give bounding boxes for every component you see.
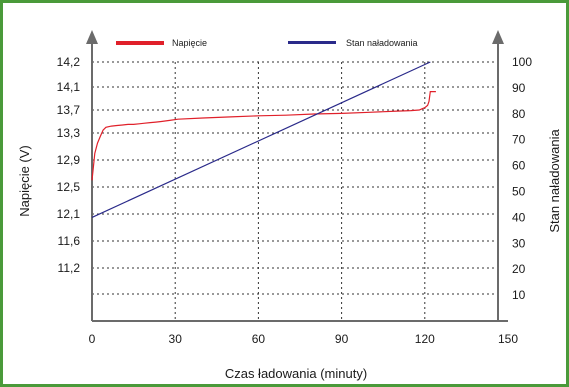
x-tick-label: 120 <box>415 332 435 346</box>
axes <box>86 30 508 322</box>
y-left-tick-label: 13,7 <box>57 103 81 117</box>
legend: Napięcie Stan naładowania <box>116 38 418 48</box>
y-right-tick-label: 100 <box>512 55 532 69</box>
y-left-tick-label: 12,5 <box>57 180 81 194</box>
legend-swatch-stan-naladowania <box>288 41 336 44</box>
legend-label-napiecie: Napięcie <box>172 38 207 48</box>
y-left-tick-label: 11,6 <box>58 234 81 248</box>
y-axis-left-arrow <box>86 30 98 44</box>
y-right-tick-label: 80 <box>512 107 526 121</box>
y-axis-title-right: Stan naładowania <box>547 129 562 233</box>
y-axis-right-arrow <box>492 30 504 44</box>
y-right-tick-label: 20 <box>512 262 526 276</box>
y-right-tick-label: 10 <box>512 288 526 302</box>
y-left-tick-label: 14,1 <box>57 80 81 94</box>
tick-labels: 0 30 60 90 120 150 11,2 11,6 12,1 12,5 12,9 13,3 13,… <box>57 55 533 346</box>
x-tick-label: 30 <box>169 332 183 346</box>
y-left-tick-label: 13,3 <box>57 126 81 140</box>
grid-lines <box>92 61 498 321</box>
y-right-tick-label: 50 <box>512 185 526 199</box>
x-tick-label: 0 <box>89 332 96 346</box>
y-left-tick-label: 12,9 <box>57 153 81 167</box>
legend-swatch-napiecie <box>116 41 164 45</box>
x-tick-label: 60 <box>252 332 266 346</box>
y-right-tick-label: 40 <box>512 210 526 224</box>
x-tick-label: 90 <box>335 332 349 346</box>
series-line-napiecie <box>91 90 436 181</box>
y-left-tick-label: 14,2 <box>57 55 81 69</box>
y-right-tick-label: 70 <box>512 133 526 147</box>
x-tick-label: 150 <box>498 332 518 346</box>
series-line-stan-naladowania <box>91 61 431 218</box>
legend-label-stan-naladowania: Stan naładowania <box>346 38 418 48</box>
y-left-tick-label: 11,2 <box>58 261 81 275</box>
x-axis-title: Czas ładowania (minuty) <box>225 366 367 381</box>
y-left-tick-label: 12,1 <box>57 207 81 221</box>
y-axis-title-left: Napięcie (V) <box>17 145 32 217</box>
y-right-tick-label: 30 <box>512 236 526 250</box>
series-lines <box>91 61 436 218</box>
y-right-tick-label: 90 <box>512 81 526 95</box>
y-right-tick-label: 60 <box>512 159 526 173</box>
